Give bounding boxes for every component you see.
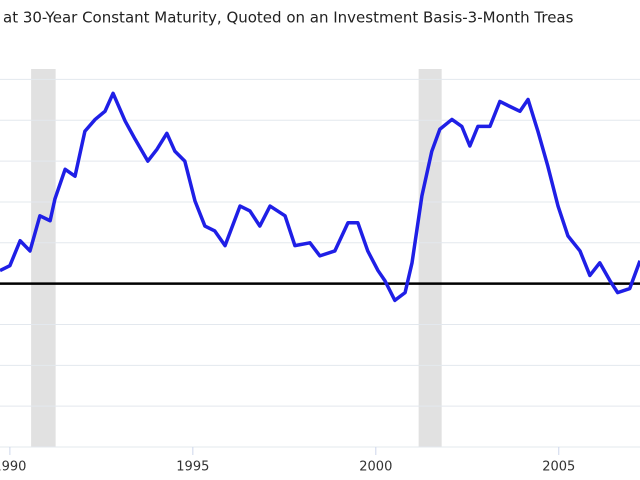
chart-title: at 30-Year Constant Maturity, Quoted on … [3,9,574,27]
x-tick-label: 1995 [176,460,209,475]
recession-band [418,69,442,447]
x-tick-label: 2000 [359,460,392,475]
line-series [0,91,640,303]
x-tick-label: 2005 [542,460,575,475]
recession-band [31,69,56,447]
x-tick-label: 1990 [0,460,26,475]
